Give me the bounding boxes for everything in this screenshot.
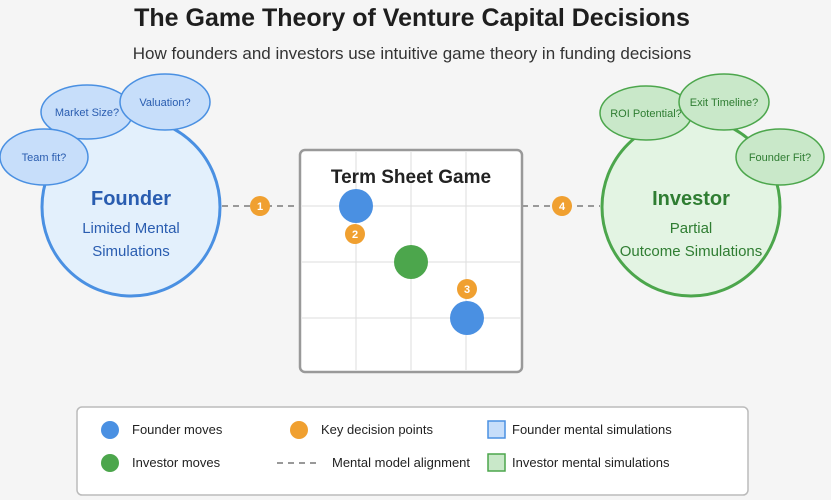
- investor-thought-founder-fit: Founder Fit?: [735, 128, 825, 186]
- legend: Founder moves Investor moves Key decisio…: [76, 406, 749, 496]
- founder-thought-valuation: Valuation?: [119, 73, 211, 131]
- legend-label: Mental model alignment: [332, 455, 470, 470]
- decision-point-label: 2: [352, 229, 358, 241]
- legend-swatch-investor-moves: [101, 454, 119, 472]
- investor-thought-exit-timeline: Exit Timeline?: [678, 73, 770, 131]
- legend-item-founder-moves: Founder moves: [101, 421, 223, 439]
- investor-thought-label: Founder Fit?: [749, 152, 811, 164]
- legend-item-investor-moves: Investor moves: [101, 454, 221, 472]
- investor-thought-label: ROI Potential?: [610, 108, 682, 120]
- legend-swatch-founder-simulations: [487, 420, 506, 439]
- legend-label: Founder moves: [132, 422, 223, 437]
- diagram-title: The Game Theory of Venture Capital Decis…: [134, 4, 690, 32]
- legend-swatch-key-decision-points: [290, 421, 308, 439]
- legend-item-investor-simulations: Investor mental simulations: [487, 453, 670, 472]
- investor-thought-roi-potential: ROI Potential?: [599, 85, 693, 141]
- founder-thought-market-size: Market Size?: [40, 84, 134, 140]
- decision-point-label: 4: [559, 201, 566, 213]
- founder-thought-team-fit: Team fit?: [0, 128, 89, 186]
- decision-point-2: 2: [345, 224, 365, 244]
- legend-item-mental-model-alignment: Mental model alignment: [277, 455, 470, 470]
- founder-move-2: [450, 301, 484, 335]
- decision-point-4: 4: [552, 196, 572, 216]
- founder-move-1: [339, 189, 373, 223]
- founder-thought-label: Valuation?: [139, 97, 190, 109]
- legend-label: Investor mental simulations: [512, 455, 670, 470]
- diagram-subtitle: How founders and investors use intuitive…: [133, 44, 692, 63]
- founder-description-line2: Simulations: [92, 243, 170, 260]
- decision-point-label: 1: [257, 201, 263, 213]
- decision-point-label: 3: [464, 284, 470, 296]
- legend-label: Founder mental simulations: [512, 422, 672, 437]
- decision-point-3: 3: [457, 279, 477, 299]
- legend-swatch-founder-moves: [101, 421, 119, 439]
- investor-thought-label: Exit Timeline?: [690, 97, 758, 109]
- legend-label: Investor moves: [132, 455, 221, 470]
- investor-title: Investor: [652, 188, 730, 210]
- founder-title: Founder: [91, 188, 171, 210]
- founder-thought-label: Team fit?: [22, 152, 67, 164]
- legend-item-founder-simulations: Founder mental simulations: [487, 420, 672, 439]
- decision-point-1: 1: [250, 196, 270, 216]
- legend-item-key-decision-points: Key decision points: [290, 421, 434, 439]
- investor-node: Investor Partial Outcome Simulations: [600, 116, 782, 298]
- legend-label: Key decision points: [321, 422, 434, 437]
- founder-thought-label: Market Size?: [55, 107, 119, 119]
- investor-description-line1: Partial: [670, 220, 713, 237]
- investor-description-line2: Outcome Simulations: [620, 243, 763, 260]
- legend-swatch-investor-simulations: [487, 453, 506, 472]
- investor-move-1: [394, 245, 428, 279]
- game-title: Term Sheet Game: [331, 167, 491, 188]
- founder-description-line1: Limited Mental: [82, 220, 180, 237]
